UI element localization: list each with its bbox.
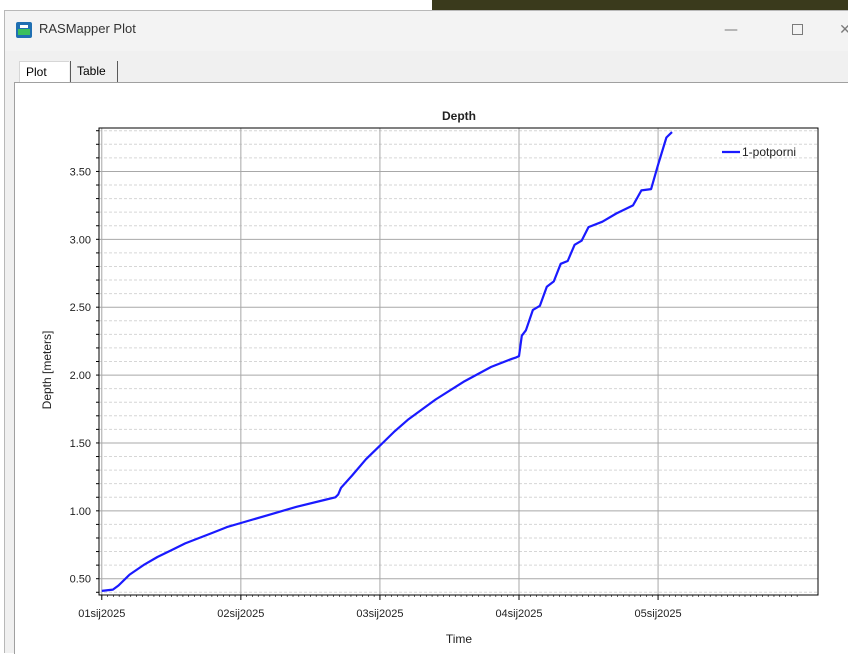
- maximize-icon: [792, 24, 803, 35]
- maximize-button[interactable]: [783, 19, 811, 41]
- title-bar[interactable]: RASMapper Plot — ✕: [5, 11, 848, 51]
- plot-panel: Depth Time Depth [meters] 0.50 1.00 1.50 2.…: [14, 82, 848, 654]
- y-tick-label: 2.00: [70, 370, 91, 382]
- x-axis-label: Time: [446, 632, 473, 646]
- rasmapper-plot-window: RASMapper Plot — ✕ Plot Table Depth Time…: [4, 10, 848, 654]
- y-tick-label: 1.00: [70, 506, 91, 518]
- desktop-background-window: [432, 0, 848, 12]
- x-tick-label: 05sij2025: [635, 608, 682, 620]
- legend-label: 1-potporni: [742, 145, 796, 159]
- close-button[interactable]: ✕: [839, 22, 848, 38]
- y-tick-label: 1.50: [70, 438, 91, 450]
- depth-chart[interactable]: Depth Time Depth [meters] 0.50 1.00 1.50 2.…: [15, 83, 848, 653]
- minimize-button[interactable]: —: [724, 22, 738, 38]
- y-axis-label: Depth [meters]: [40, 331, 54, 410]
- y-tick-label: 2.50: [70, 302, 91, 314]
- x-tick-label: 02sij2025: [217, 608, 264, 620]
- y-tick-label: 3.00: [70, 234, 91, 246]
- window-title: RASMapper Plot: [39, 21, 136, 36]
- tab-plot[interactable]: Plot: [19, 61, 69, 82]
- series-line-1-potporni: [101, 131, 673, 592]
- y-tick-label: 0.50: [70, 574, 91, 586]
- y-tick-label: 3.50: [70, 166, 91, 178]
- tab-table[interactable]: Table: [70, 61, 118, 82]
- x-tick-label: 03sij2025: [356, 608, 403, 620]
- chart-title: Depth: [442, 109, 476, 123]
- app-icon: [16, 22, 32, 38]
- x-tick-label: 04sij2025: [495, 608, 542, 620]
- x-tick-label: 01sij2025: [78, 608, 125, 620]
- plot-frame: [98, 127, 819, 596]
